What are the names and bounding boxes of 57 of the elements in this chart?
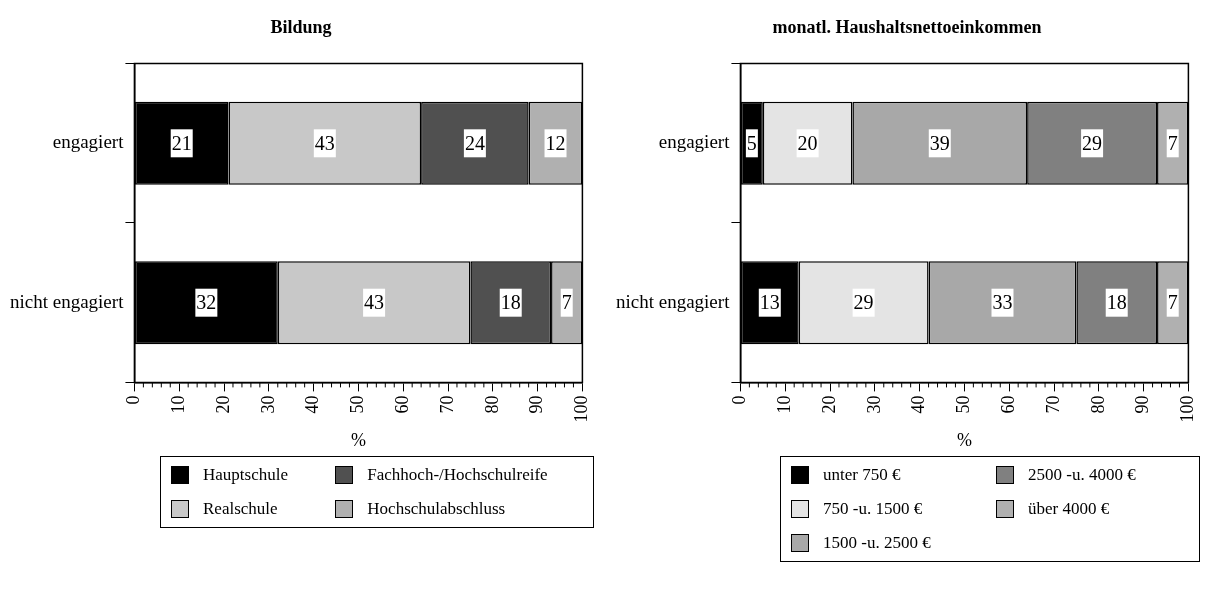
data-label: 24	[464, 131, 485, 154]
x-tick-label: 40	[302, 395, 323, 414]
data-label: 33	[992, 290, 1013, 313]
legend-label: 750 -u. 1500 €	[823, 499, 923, 519]
y-tick-label: engagiert	[52, 131, 125, 153]
x-tick-label: 80	[1087, 395, 1108, 414]
data-label: 5	[746, 131, 757, 154]
data-label: 18	[500, 290, 521, 313]
data-label: 13	[759, 290, 780, 313]
x-tick-label: 50	[953, 395, 974, 414]
data-label: 7	[1167, 131, 1178, 154]
y-tick-label: nicht engagiert	[9, 290, 125, 312]
x-axis-title: %	[350, 429, 366, 450]
x-tick-label: 20	[818, 395, 839, 414]
legend-label: über 4000 €	[1028, 499, 1110, 519]
x-tick-label: 10	[167, 395, 188, 414]
x-tick-label: 30	[257, 395, 278, 414]
data-label: 12	[545, 131, 566, 154]
data-label: 18	[1106, 290, 1127, 313]
x-tick-label: 70	[1042, 395, 1063, 414]
data-label: 7	[1167, 290, 1178, 313]
x-tick-label: 70	[436, 395, 457, 414]
data-label: 21	[171, 131, 192, 154]
data-label: 20	[797, 131, 818, 154]
legend-label: Hauptschule	[203, 465, 288, 485]
x-tick-label: 80	[481, 395, 502, 414]
data-label: 39	[929, 131, 950, 154]
x-tick-label: 10	[773, 395, 794, 414]
chart-title: Bildung	[270, 17, 332, 38]
data-label: 29	[853, 290, 874, 313]
chart-title: monatl. Haushaltsnettoeinkommen	[772, 17, 1042, 38]
data-label: 43	[314, 131, 335, 154]
data-label: 7	[561, 290, 572, 313]
y-tick-label: engagiert	[658, 131, 731, 153]
x-tick-label: 0	[123, 395, 144, 405]
legend-label: Realschule	[203, 499, 278, 519]
data-label: 32	[196, 290, 217, 313]
x-tick-label: 30	[863, 395, 884, 414]
x-tick-label: 90	[526, 395, 547, 414]
x-tick-label: 20	[212, 395, 233, 414]
x-axis-title: %	[956, 429, 972, 450]
x-tick-label: 50	[347, 395, 368, 414]
legend-label: unter 750 €	[823, 465, 901, 485]
x-tick-label: 0	[729, 395, 750, 405]
x-tick-label: 100	[1177, 395, 1198, 423]
legend-label: 1500 -u. 2500 €	[823, 533, 931, 553]
legend-label: Fachhoch-/Hochschulreife	[367, 465, 548, 485]
y-tick-label: nicht engagiert	[615, 290, 731, 312]
legend-label: Hochschulabschluss	[367, 499, 506, 519]
x-tick-label: 60	[391, 395, 412, 414]
legend-label: 2500 -u. 4000 €	[1028, 465, 1136, 485]
x-tick-label: 90	[1132, 395, 1153, 414]
data-label: 29	[1082, 131, 1103, 154]
x-tick-label: 100	[571, 395, 592, 423]
x-tick-label: 40	[908, 395, 929, 414]
x-tick-label: 60	[997, 395, 1018, 414]
data-label: 43	[364, 290, 385, 313]
